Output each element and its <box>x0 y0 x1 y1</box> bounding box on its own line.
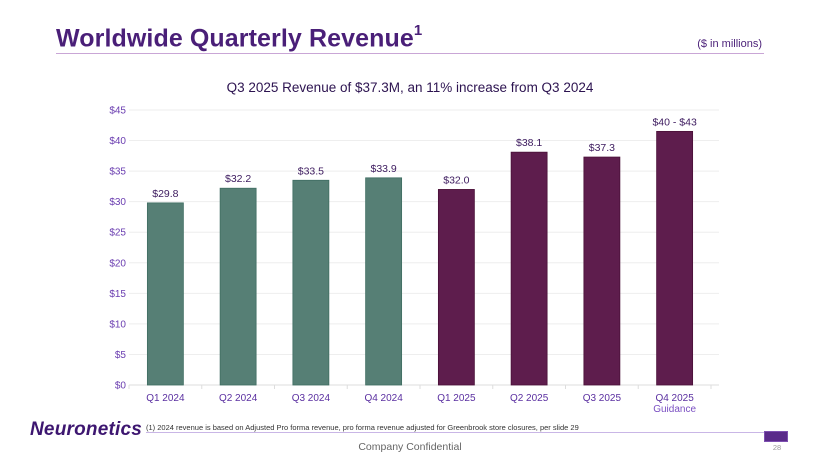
y-tick-label: $5 <box>115 350 127 361</box>
y-tick-label: $20 <box>109 258 126 269</box>
x-tick-label: Q3 2025 <box>583 393 622 404</box>
x-tick-label: Q2 2024 <box>219 393 258 404</box>
y-tick-label: $45 <box>109 106 126 117</box>
confidentiality-notice: Company Confidential <box>358 441 462 453</box>
x-tick-label: Q2 2025 <box>510 393 549 404</box>
page-number: 28 <box>772 443 782 452</box>
x-tick-label: Q4 2024 <box>364 393 403 404</box>
data-label: $32.0 <box>443 174 469 186</box>
x-tick-label: Q1 2025 <box>437 393 476 404</box>
title-divider <box>56 53 764 54</box>
y-tick-label: $30 <box>109 197 126 208</box>
bar-q2-2024 <box>219 187 257 386</box>
y-tick-label: $40 <box>109 136 126 147</box>
y-tick-label: $15 <box>109 289 126 300</box>
footnote: (1) 2024 revenue is based on Adjusted Pr… <box>146 423 579 432</box>
bar-q1-2025 <box>437 189 475 386</box>
slide-title-text: Worldwide Quarterly Revenue <box>56 24 414 53</box>
company-logo: Neuronetics <box>30 419 143 440</box>
x-tick-sublabel: Guidance <box>653 404 696 415</box>
data-label: $29.8 <box>152 188 178 200</box>
data-label: $38.1 <box>516 137 542 149</box>
y-tick-label: $0 <box>115 381 127 392</box>
bar-q1-2024 <box>146 202 184 386</box>
footnote-divider <box>146 432 764 433</box>
slide-title: Worldwide Quarterly Revenue1 <box>56 22 423 53</box>
data-label: $33.5 <box>298 165 324 177</box>
bar-q2-2025 <box>510 151 548 386</box>
data-label: $33.9 <box>370 163 396 175</box>
title-footnote-marker: 1 <box>413 22 423 39</box>
y-tick-label: $25 <box>109 228 126 239</box>
chart-title: Q3 2025 Revenue of $37.3M, an 11% increa… <box>226 80 594 95</box>
y-tick-label: $10 <box>109 319 126 330</box>
bar-q3-2025 <box>583 156 621 386</box>
data-label: $37.3 <box>589 142 615 154</box>
x-tick-label: Q3 2024 <box>292 393 331 404</box>
data-label: $32.2 <box>225 173 251 185</box>
x-tick-label: Q4 2025 <box>655 393 694 404</box>
x-tick-label: Q1 2024 <box>146 393 185 404</box>
units-note: ($ in millions) <box>697 38 762 50</box>
bar-q3-2024 <box>292 179 330 386</box>
bar-q4-2024 <box>365 177 403 386</box>
data-label: $40 - $43 <box>652 116 697 128</box>
y-tick-label: $35 <box>109 167 126 178</box>
page-marker <box>764 431 788 442</box>
bar-q4-2025 <box>656 130 694 386</box>
